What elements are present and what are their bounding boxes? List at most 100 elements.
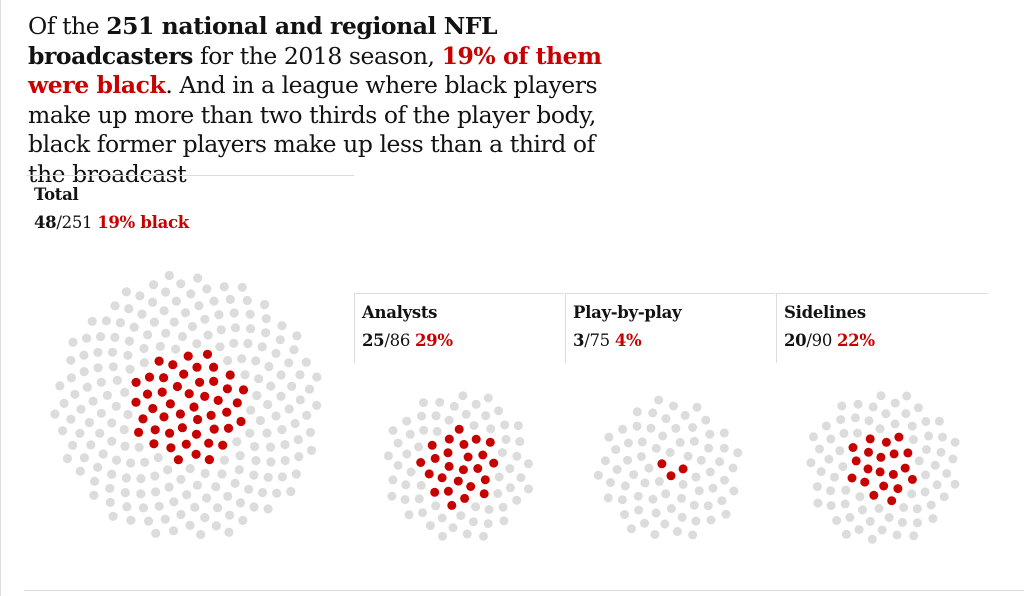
- dot-other-broadcaster: [202, 493, 212, 503]
- dot-other-broadcaster: [215, 342, 225, 352]
- dot-other-broadcaster: [171, 344, 181, 354]
- dot-other-broadcaster: [86, 440, 96, 450]
- dot-black-broadcaster: [154, 356, 164, 366]
- dot-other-broadcaster: [240, 370, 250, 380]
- dot-other-broadcaster: [512, 495, 522, 505]
- dot-other-broadcaster: [96, 377, 106, 387]
- dot-other-broadcaster: [648, 494, 658, 504]
- card-vrule: [565, 293, 566, 363]
- dot-other-broadcaster: [909, 531, 919, 541]
- dot-other-broadcaster: [295, 370, 305, 380]
- dot-other-broadcaster: [176, 509, 186, 520]
- dot-other-broadcaster: [90, 476, 100, 486]
- card-rule: [776, 293, 988, 294]
- dot-other-broadcaster: [932, 480, 942, 490]
- dot-other-broadcaster: [93, 462, 103, 472]
- dot-other-broadcaster: [287, 381, 297, 391]
- dot-other-broadcaster: [626, 524, 636, 534]
- dot-black-broadcaster: [893, 484, 903, 494]
- dot-other-broadcaster: [263, 472, 273, 482]
- dot-black-broadcaster: [888, 469, 898, 479]
- dot-other-broadcaster: [493, 489, 503, 498]
- dot-other-broadcaster: [437, 513, 447, 523]
- dot-other-broadcaster: [633, 491, 643, 501]
- dot-other-broadcaster: [611, 445, 621, 455]
- dot-other-broadcaster: [148, 280, 159, 290]
- dot-other-broadcaster: [715, 457, 725, 467]
- dot-black-broadcaster: [489, 458, 499, 468]
- dot-black-broadcaster: [138, 414, 148, 424]
- dot-other-broadcaster: [632, 407, 642, 417]
- dot-black-broadcaster: [218, 440, 228, 450]
- dot-other-broadcaster: [691, 472, 701, 482]
- dot-other-broadcaster: [512, 451, 522, 461]
- group-label: Play-by-play: [573, 303, 682, 322]
- dot-other-broadcaster: [401, 480, 411, 490]
- dot-other-broadcaster: [75, 428, 85, 438]
- dot-black-broadcaster: [172, 381, 182, 392]
- dot-other-broadcaster: [295, 395, 305, 405]
- dot-other-broadcaster: [826, 501, 836, 511]
- dot-other-broadcaster: [634, 505, 644, 515]
- dot-other-broadcaster: [868, 402, 878, 412]
- dot-other-broadcaster: [806, 458, 816, 468]
- dot-other-broadcaster: [432, 426, 442, 436]
- dot-other-broadcaster: [277, 472, 287, 482]
- dot-other-broadcaster: [203, 330, 213, 340]
- dot-black-broadcaster: [863, 464, 873, 474]
- dot-other-broadcaster: [124, 336, 134, 346]
- dot-other-broadcaster: [646, 423, 656, 433]
- dot-other-broadcaster: [867, 534, 877, 544]
- dot-other-broadcaster: [603, 493, 613, 503]
- dot-other-broadcaster: [688, 423, 698, 432]
- dot-other-broadcaster: [858, 505, 867, 515]
- dot-other-broadcaster: [112, 455, 122, 465]
- dot-other-broadcaster: [864, 416, 874, 426]
- dot-other-broadcaster: [193, 273, 203, 283]
- dot-other-broadcaster: [304, 384, 315, 394]
- dot-black-broadcaster: [889, 449, 899, 459]
- dot-other-broadcaster: [683, 451, 693, 461]
- dot-other-broadcaster: [717, 496, 727, 506]
- dot-other-broadcaster: [164, 270, 174, 281]
- dot-black-broadcaster: [142, 389, 153, 399]
- dot-other-broadcaster: [82, 333, 92, 343]
- dot-black-broadcaster: [851, 456, 861, 466]
- dot-other-broadcaster: [830, 472, 839, 482]
- dot-other-broadcaster: [387, 491, 397, 501]
- dot-other-broadcaster: [505, 483, 515, 493]
- dot-other-broadcaster: [654, 476, 664, 486]
- dot-other-broadcaster: [96, 408, 106, 418]
- dot-black-broadcaster: [131, 377, 141, 387]
- dot-other-broadcaster: [110, 332, 120, 342]
- dot-other-broadcaster: [660, 519, 670, 529]
- dot-other-broadcaster: [444, 415, 454, 425]
- dot-black-broadcaster: [875, 467, 885, 477]
- dot-other-broadcaster: [907, 421, 917, 431]
- dot-black-broadcaster: [223, 423, 234, 433]
- dot-other-broadcaster: [224, 527, 234, 537]
- dot-other-broadcaster: [924, 431, 934, 441]
- dot-black-broadcaster: [869, 490, 879, 500]
- dot-other-broadcaster: [930, 460, 940, 470]
- dot-other-broadcaster: [661, 414, 671, 424]
- dot-black-broadcaster: [181, 439, 191, 449]
- dot-black-broadcaster: [131, 397, 141, 407]
- dot-other-broadcaster: [126, 458, 136, 468]
- dot-other-broadcaster: [161, 287, 171, 297]
- dot-black-broadcaster: [225, 370, 235, 380]
- dot-black-broadcaster: [165, 428, 175, 438]
- dot-other-broadcaster: [169, 497, 179, 507]
- dot-other-broadcaster: [881, 409, 891, 419]
- dot-other-broadcaster: [708, 483, 718, 493]
- dot-other-broadcaster: [301, 357, 311, 367]
- dot-other-broadcaster: [650, 530, 660, 539]
- group-stat: 48/251 19% black: [34, 213, 189, 232]
- dot-other-broadcaster: [107, 436, 117, 446]
- dot-other-broadcaster: [928, 514, 938, 524]
- group-stat: 25/86 29%: [362, 331, 453, 350]
- dot-other-broadcaster: [471, 399, 481, 409]
- dot-other-broadcaster: [251, 456, 261, 466]
- dot-other-broadcaster: [486, 424, 496, 434]
- dot-black-broadcaster: [480, 475, 490, 485]
